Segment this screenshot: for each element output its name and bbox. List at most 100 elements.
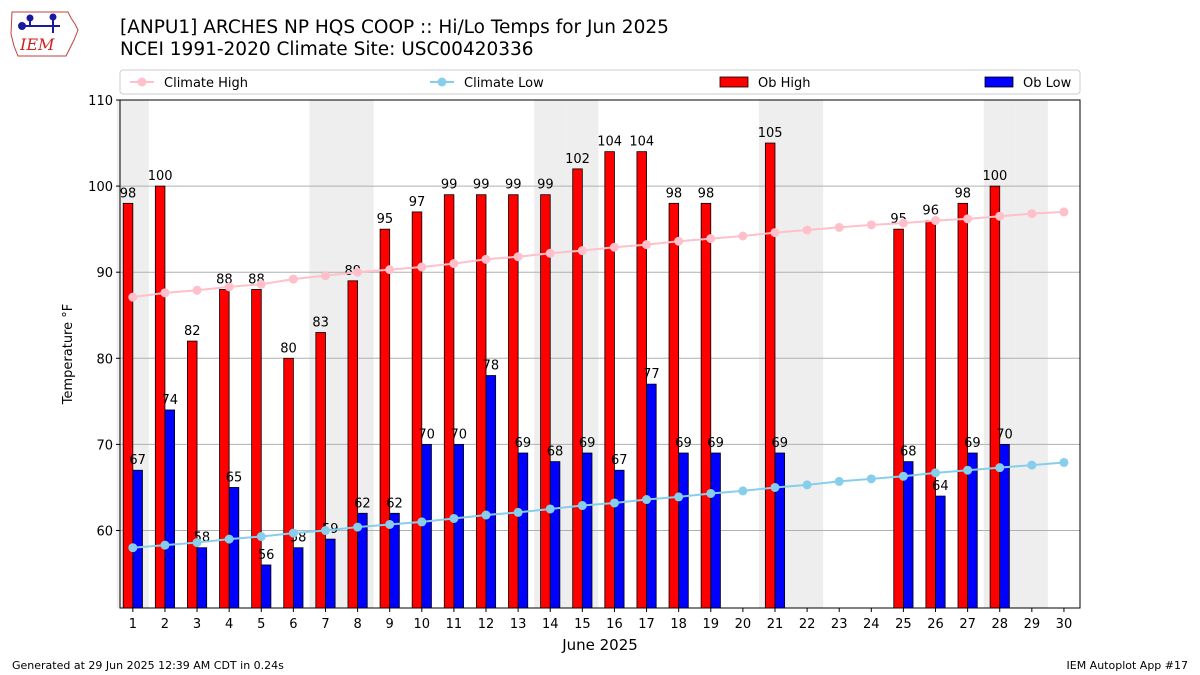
- x-tick-label: 29: [1024, 617, 1041, 632]
- ob-high-value-label: 82: [184, 324, 201, 339]
- climate-high-point: [224, 282, 234, 292]
- climate-high-point: [834, 222, 844, 232]
- climate-low-point: [866, 474, 876, 484]
- legend-label: Ob High: [758, 76, 811, 91]
- ob-low-value-label: 58: [194, 531, 211, 546]
- ob-low-bar: [453, 444, 464, 609]
- x-tick-label: 1: [129, 617, 137, 632]
- climate-high-point: [288, 274, 298, 284]
- ob-low-bar: [581, 452, 593, 609]
- x-tick-label: 24: [863, 617, 880, 632]
- climate-low-point: [802, 480, 812, 490]
- x-tick-label: 12: [478, 617, 495, 632]
- climate-low-point: [128, 543, 138, 553]
- x-tick-label: 9: [386, 617, 394, 632]
- chart-subtitle: NCEI 1991-2020 Climate Site: USC00420336: [120, 39, 534, 60]
- ob-low-value-label: 56: [258, 548, 275, 563]
- climate-high-point: [609, 242, 619, 252]
- ob-low-bar: [549, 461, 561, 609]
- x-tick-label: 15: [574, 617, 591, 632]
- ob-high-value-label: 99: [505, 178, 522, 193]
- x-tick-label: 20: [735, 617, 752, 632]
- ob-high-value-label: 96: [922, 204, 939, 219]
- climate-high-point: [1059, 207, 1069, 217]
- climate-high-point: [642, 240, 652, 250]
- climate-high-point: [481, 254, 491, 264]
- ob-high-bar: [219, 289, 230, 609]
- climate-low-point: [706, 488, 716, 498]
- ob-high-value-label: 80: [280, 341, 297, 356]
- climate-low-point: [770, 482, 780, 492]
- x-tick-label: 17: [638, 617, 655, 632]
- weekend-band: [566, 100, 599, 608]
- weekend-band: [758, 100, 792, 608]
- climate-low-point: [995, 463, 1005, 473]
- weekend-band: [534, 100, 567, 608]
- legend-marker-icon: [137, 77, 147, 87]
- legend-label: Ob Low: [1023, 76, 1072, 91]
- ob-high-bar: [989, 185, 1001, 609]
- climate-low-point: [642, 495, 652, 505]
- y-axis-label: Temperature °F: [61, 304, 76, 405]
- ob-low-bar: [517, 452, 529, 609]
- weekend-band: [983, 100, 1016, 608]
- ob-high-bar: [700, 202, 712, 609]
- weekend-band: [309, 100, 342, 608]
- legend-marker-icon: [437, 77, 447, 87]
- legend-swatch-icon: [984, 76, 1014, 88]
- ob-high-value-label: 97: [409, 195, 426, 210]
- ob-high-bar: [636, 151, 647, 609]
- ob-low-bar: [389, 512, 400, 609]
- ob-low-value-label: 69: [707, 436, 724, 451]
- ob-low-value-label: 78: [483, 359, 500, 374]
- ob-low-value-label: 70: [996, 427, 1013, 442]
- ob-low-bar: [421, 444, 432, 609]
- x-tick-label: 28: [991, 617, 1008, 632]
- ob-low-bar: [292, 547, 304, 609]
- ob-low-value-label: 64: [932, 479, 949, 494]
- generated-timestamp: Generated at 29 Jun 2025 12:39 AM CDT in…: [12, 659, 284, 672]
- ob-high-value-label: 89: [345, 264, 362, 279]
- ob-low-value-label: 69: [579, 436, 596, 451]
- ob-low-bar: [999, 444, 1010, 609]
- weekend-band: [116, 100, 149, 608]
- ob-high-value-label: 95: [377, 212, 394, 227]
- climate-low-point: [609, 498, 619, 508]
- ob-low-bar: [614, 469, 625, 609]
- ob-high-value-label: 105: [758, 126, 783, 141]
- climate-low-line: [132, 461, 1065, 549]
- climate-low-point: [1059, 457, 1069, 467]
- climate-low-point: [385, 519, 395, 529]
- ob-high-bar: [508, 194, 519, 609]
- ob-low-value-label: 62: [386, 496, 403, 511]
- ob-low-value-label: 62: [354, 496, 371, 511]
- climate-high-point: [770, 228, 780, 238]
- ob-high-bar: [540, 194, 551, 609]
- ob-low-bar: [196, 547, 208, 609]
- x-tick-label: 3: [193, 617, 201, 632]
- climate-low-point: [288, 528, 298, 538]
- weekend-band: [1015, 100, 1048, 608]
- climate-low-point: [898, 471, 908, 481]
- weather-station-icon: [18, 13, 60, 33]
- climate-high-point: [898, 218, 908, 228]
- ob-low-value-label: 77: [643, 367, 660, 382]
- x-tick-label: 14: [542, 617, 559, 632]
- ob-high-bar: [122, 202, 134, 609]
- y-tick-label: 80: [96, 352, 113, 367]
- y-tick-label: 70: [96, 438, 113, 453]
- ob-high-value-label: 95: [890, 212, 907, 227]
- x-tick-label: 30: [1056, 617, 1073, 632]
- ob-high-value-label: 99: [441, 178, 458, 193]
- ob-high-value-label: 100: [983, 169, 1008, 184]
- ob-high-value-label: 98: [120, 186, 137, 201]
- climate-low-point: [481, 510, 491, 520]
- climate-low-point: [1027, 460, 1037, 470]
- x-tick-label: 7: [321, 617, 329, 632]
- ob-high-bar: [251, 289, 262, 609]
- climate-low-point: [963, 465, 973, 475]
- climate-low-point: [353, 522, 363, 532]
- ob-low-bar: [228, 487, 240, 609]
- ob-high-bar: [764, 142, 776, 609]
